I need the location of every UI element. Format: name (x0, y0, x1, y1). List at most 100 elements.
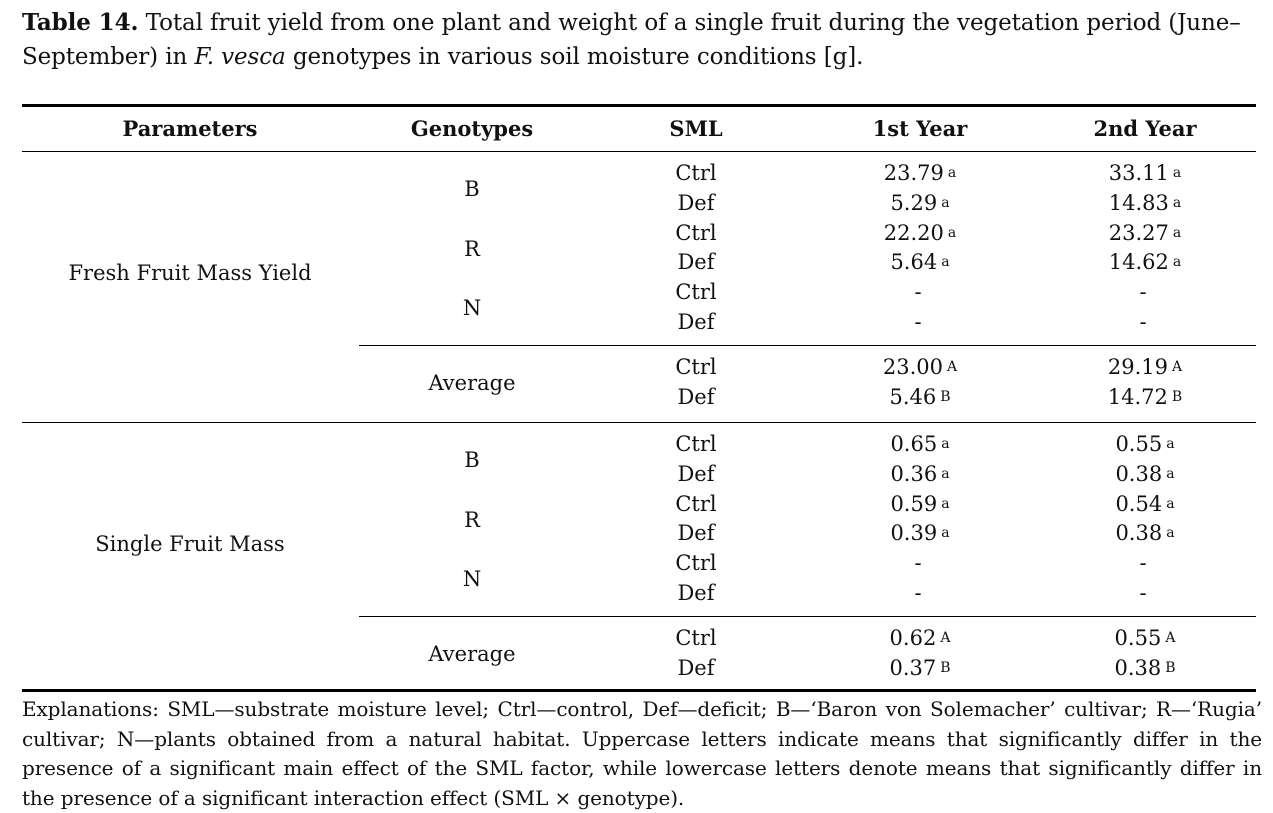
year2-value: 0.38 a (1045, 518, 1245, 551)
section2-average-rule (359, 616, 1256, 617)
year1-average: 0.37 B (820, 653, 1020, 686)
year1-value: - (820, 307, 1020, 340)
genotype-label: N (462, 567, 482, 592)
significance-letter: a (1166, 465, 1175, 482)
header-genotypes: Genotypes (410, 116, 534, 141)
cell-value: 33.11 (1108, 161, 1169, 185)
year1-value: 5.29 a (820, 188, 1020, 221)
sml-label: Def (677, 521, 715, 546)
year2-value: 14.62 a (1045, 247, 1245, 280)
table-label: Table 14. (22, 9, 139, 36)
sml-label: Def (677, 581, 715, 605)
average-label: Average (428, 370, 516, 395)
significance-letter: a (941, 254, 950, 271)
significance-letter: A (940, 630, 951, 646)
significance-letter: A (1172, 359, 1183, 375)
cell-value: 22.20 (883, 220, 944, 245)
significance-letter: a (1172, 254, 1182, 271)
cell-value: - (914, 581, 922, 605)
header-sml: SML (669, 116, 723, 141)
significance-letter: B (940, 388, 951, 405)
cell-value: 29.19 (1107, 355, 1168, 379)
significance-letter: B (1171, 388, 1183, 405)
year1-value: 23.79 a (820, 158, 1020, 191)
species-name: F. vesca (194, 44, 286, 70)
cell-value: 0.38 (1115, 521, 1163, 546)
sml-label: Def (677, 655, 715, 680)
cell-value: 0.38 (1114, 655, 1162, 680)
year1-value: 0.65 a (820, 429, 1020, 462)
header-1st-year: 1st Year (872, 116, 968, 141)
cell-value: 23.79 (883, 161, 944, 185)
significance-letter: a (941, 525, 950, 542)
cell-value: 0.38 (1115, 461, 1163, 486)
sml-label: Def (677, 310, 715, 334)
sml-label: Ctrl (675, 432, 717, 456)
significance-letter: a (947, 165, 957, 181)
significance-letter: a (941, 436, 950, 452)
year2-value: - (1045, 578, 1245, 611)
year2-value: - (1045, 277, 1245, 310)
sml-label: Def (677, 250, 715, 275)
cell-value: 0.65 (890, 432, 938, 456)
genotype-label: R (464, 507, 480, 532)
year2-value: 14.83 a (1045, 188, 1245, 221)
sml-label: Def (677, 461, 715, 486)
cell-value: 0.39 (890, 521, 938, 546)
cell-value: - (914, 310, 922, 334)
year1-value: 0.59 a (820, 489, 1020, 522)
year2-average: 0.55 A (1045, 623, 1245, 656)
sml-label: Def (677, 384, 715, 409)
cell-value: 14.83 (1108, 190, 1169, 215)
sml-label: Ctrl (675, 161, 717, 185)
year2-average: 14.72 B (1045, 382, 1245, 415)
cell-value: - (1139, 581, 1147, 605)
cell-value: 0.55 (1114, 626, 1162, 650)
cell-value: 14.72 (1107, 384, 1168, 409)
cell-value: 5.64 (890, 250, 938, 275)
year2-value: - (1045, 307, 1245, 340)
header-rule (22, 151, 1256, 152)
year1-value: 5.64 a (820, 247, 1020, 280)
caption-text-2: genotypes in various soil moisture condi… (285, 44, 864, 70)
header-2nd-year: 2nd Year (1093, 116, 1197, 141)
cell-value: 0.55 (1115, 432, 1163, 456)
cell-value: 0.59 (890, 491, 938, 516)
section1-average-rule (359, 345, 1256, 346)
table-top-rule (22, 104, 1256, 107)
significance-letter: a (1172, 224, 1182, 241)
significance-letter: a (1166, 495, 1175, 512)
cell-value: 0.37 (889, 655, 937, 680)
year1-value: - (820, 548, 1020, 581)
genotype-label: N (462, 296, 482, 321)
year1-average: 0.62 A (820, 623, 1020, 656)
section-divider-rule (22, 422, 1256, 423)
year1-value: - (820, 277, 1020, 310)
sml-label: Ctrl (675, 280, 717, 305)
caption-text-1: Total fruit yield from one plant and wei… (22, 10, 1241, 70)
year1-value: - (820, 578, 1020, 611)
year2-value: - (1045, 548, 1245, 581)
significance-letter: A (947, 359, 958, 375)
cell-value: 5.29 (890, 190, 938, 215)
year2-value: 0.55 a (1045, 429, 1245, 462)
parameter-label: Fresh Fruit Mass Yield (68, 260, 312, 285)
year2-average: 0.38 B (1045, 653, 1245, 686)
cell-value: 23.00 (882, 355, 943, 379)
cell-value: 5.46 (889, 384, 937, 409)
genotype-label: R (464, 236, 480, 261)
cell-value: 14.62 (1108, 250, 1169, 275)
cell-value: 0.36 (890, 461, 938, 486)
cell-value: - (914, 551, 922, 576)
significance-letter: A (1165, 630, 1176, 646)
significance-letter: B (940, 659, 951, 676)
genotype-label: B (464, 447, 480, 472)
year1-value: 0.36 a (820, 459, 1020, 492)
sml-label: Ctrl (675, 220, 717, 245)
significance-letter: a (947, 224, 957, 241)
cell-value: 23.27 (1108, 220, 1169, 245)
significance-letter: a (1172, 165, 1182, 181)
year2-value: 0.54 a (1045, 489, 1245, 522)
year1-value: 22.20 a (820, 218, 1020, 251)
year2-value: 0.38 a (1045, 459, 1245, 492)
